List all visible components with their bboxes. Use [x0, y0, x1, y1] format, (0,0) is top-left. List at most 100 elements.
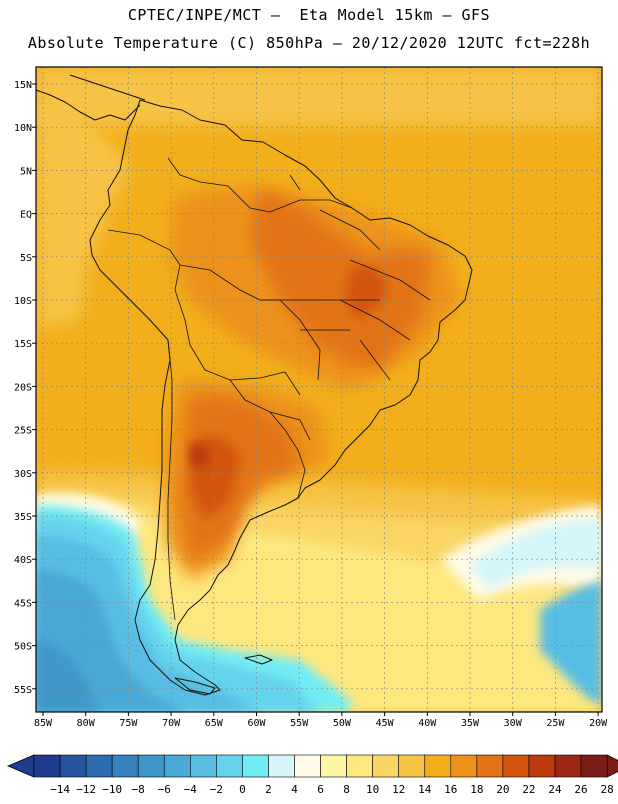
colorbar-label: 26: [574, 783, 587, 796]
north-band: [36, 67, 602, 127]
colorbar-swatch: [580, 754, 608, 778]
lat-label: 5S: [20, 253, 32, 264]
temperature-field: [36, 67, 602, 712]
colorbar-label: 20: [496, 783, 509, 796]
lon-label: 60W: [247, 718, 266, 729]
colorbar-label: −2: [210, 783, 223, 796]
latitude-labels: 15N 10N 5N EQ 5S 10S 15S 20S 25S 30S 35S 40S 45S 50S 5…: [14, 80, 36, 696]
colorbar-right-arrow: [606, 754, 618, 778]
colorbar-left-arrow: [6, 754, 35, 778]
lat-label: 15S: [14, 339, 32, 350]
colorbar-label: 6: [317, 783, 324, 796]
lon-label: 75W: [119, 718, 138, 729]
map-svg: 15N 10N 5N EQ 5S 10S 15S 20S 25S 30S 35S 40S 45S 50S 5…: [6, 66, 618, 796]
lat-label: EQ: [20, 210, 32, 221]
colorbar-swatch: [424, 754, 452, 778]
colorbar: −14 −12 −10 −8 −6 −4 −2 0 2 4 6 8 10 12 14 16 18 20 22 24 26…: [6, 754, 618, 796]
lat-label: 45S: [14, 598, 32, 609]
colorbar-swatch: [398, 754, 426, 778]
lat-label: 40S: [14, 555, 32, 566]
colorbar-label: 14: [418, 783, 432, 796]
map-area: 15N 10N 5N EQ 5S 10S 15S 20S 25S 30S 35S 40S 45S 50S 5…: [0, 60, 618, 800]
colorbar-swatch: [346, 754, 373, 778]
chart-title-line-2: Absolute Temperature (C) 850hPa – 20/12/…: [27, 34, 591, 52]
border-andes: [107, 229, 181, 291]
colorbar-swatch: [528, 754, 556, 778]
colorbar-label: −4: [184, 783, 198, 796]
border-argentina-uruguay: [269, 411, 306, 499]
pacific-cool-strip: [36, 100, 130, 330]
chart-title-line-1: CPTEC/INPE/MCT – Eta Model 15km – GFS: [127, 6, 491, 24]
border-brazil-states: [260, 174, 431, 381]
east-cyan-patch: [470, 520, 602, 590]
colorbar-swatch: [190, 754, 217, 778]
colorbar-label: 10: [366, 783, 379, 796]
colorbar-swatch: [294, 754, 321, 778]
hot-core-3: [345, 266, 386, 320]
lon-label: 55W: [290, 718, 309, 729]
colorbar-swatch: [163, 754, 191, 778]
lat-label: 25S: [14, 426, 32, 437]
lat-label: 20S: [14, 382, 32, 393]
lat-label: 55S: [14, 685, 32, 696]
colorbar-swatch: [372, 754, 399, 778]
lat-label: 30S: [14, 469, 32, 480]
map-frame: [35, 66, 603, 713]
colorbar-label: 28: [600, 783, 613, 796]
lon-label: 50W: [333, 718, 352, 729]
colorbar-swatch: [111, 754, 139, 778]
colorbar-label: 0: [239, 783, 246, 796]
lon-label: 40W: [418, 718, 437, 729]
lon-label: 35W: [461, 718, 480, 729]
lon-label: 85W: [34, 718, 53, 729]
lon-label: 45W: [376, 718, 395, 729]
colorbar-swatch: [450, 754, 478, 778]
lat-label: 35S: [14, 512, 32, 523]
graticule: [36, 67, 602, 712]
colorbar-swatch: [85, 754, 113, 778]
colorbar-label: 8: [343, 783, 350, 796]
south-america-coastline: [89, 99, 473, 696]
cold-pool-4: [36, 640, 100, 712]
border-brazil-north: [249, 199, 353, 213]
colorbar-swatch: [33, 754, 61, 778]
colorbar-swatch: [137, 754, 165, 778]
hot-core-2: [188, 443, 210, 470]
southeast-cold-patch: [540, 580, 602, 705]
colorbar-swatch: [216, 754, 243, 778]
colorbar-swatch: [502, 754, 530, 778]
colorbar-swatch: [268, 754, 295, 778]
colorbar-label: −10: [102, 783, 122, 796]
falklands: [244, 654, 273, 665]
colorbar-label: −12: [76, 783, 96, 796]
lon-label: 25W: [546, 718, 565, 729]
border-colombia-venezuela: [167, 157, 251, 209]
central-america-coast: [36, 74, 146, 121]
lat-label: 5N: [20, 166, 32, 177]
border-peru-bolivia: [174, 289, 301, 396]
colorbar-label: −6: [158, 783, 171, 796]
colorbar-label: 2: [265, 783, 272, 796]
colorbar-swatch: [476, 754, 504, 778]
colorbar-swatch: [59, 754, 87, 778]
longitude-labels: 85W 80W 75W 70W 65W 60W 55W 50W 45W 40W 35W 30W 25W 2…: [34, 712, 608, 729]
lon-label: 30W: [504, 718, 523, 729]
lat-label: 15N: [14, 80, 32, 91]
colorbar-label: 16: [444, 783, 457, 796]
colorbar-label: 24: [548, 783, 562, 796]
colorbar-swatch: [320, 754, 347, 778]
colorbar-label: −8: [132, 783, 145, 796]
lat-label: 50S: [14, 642, 32, 653]
lon-label: 80W: [77, 718, 96, 729]
colorbar-label: 18: [470, 783, 483, 796]
colorbar-label: 22: [522, 783, 535, 796]
colorbar-label: −14: [50, 783, 70, 796]
coastlines: [36, 74, 473, 696]
country-borders: [107, 157, 431, 621]
colorbar-swatch: [242, 754, 269, 778]
lat-label: 10N: [14, 123, 32, 134]
lon-label: 20W: [589, 718, 608, 729]
lat-label: 10S: [14, 296, 32, 307]
colorbar-label: 12: [392, 783, 405, 796]
colorbar-swatch: [554, 754, 582, 778]
